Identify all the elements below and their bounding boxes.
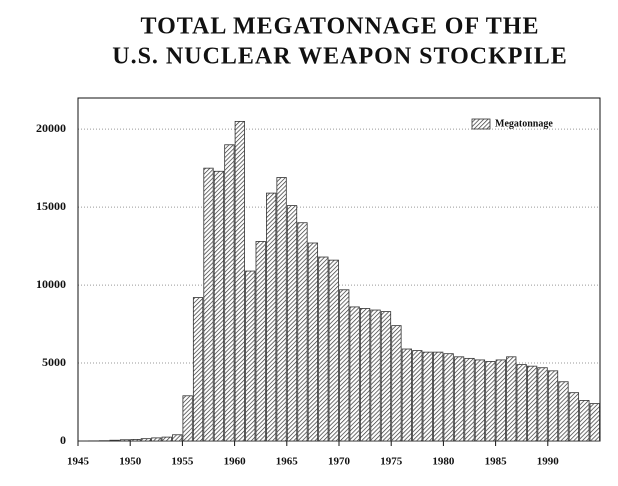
bar xyxy=(287,206,296,441)
bar xyxy=(266,193,275,441)
bar xyxy=(559,382,568,441)
bar xyxy=(141,439,150,441)
bar xyxy=(225,145,234,441)
bar xyxy=(235,121,244,441)
x-tick-label: 1955 xyxy=(171,456,194,468)
bar xyxy=(183,396,192,441)
bar xyxy=(319,257,328,441)
bar xyxy=(246,271,255,441)
bar xyxy=(360,308,369,441)
y-tick-label: 20000 xyxy=(36,121,66,135)
bar xyxy=(131,439,140,441)
bar xyxy=(256,241,265,441)
bar xyxy=(538,368,547,441)
bar xyxy=(204,168,213,441)
bar xyxy=(308,243,317,441)
bar xyxy=(423,352,432,441)
bar xyxy=(580,400,589,441)
chart-title: TOTAL MEGATONNAGE OF THE xyxy=(141,14,540,40)
bar xyxy=(298,223,307,441)
bar xyxy=(392,326,401,441)
x-tick-label: 1975 xyxy=(380,456,403,468)
y-tick-label: 10000 xyxy=(36,277,66,291)
bar xyxy=(172,435,181,441)
y-tick-label: 15000 xyxy=(36,199,66,213)
bar xyxy=(475,360,484,441)
bar xyxy=(402,349,411,441)
bar xyxy=(193,298,202,441)
chart-title: U.S. NUCLEAR WEAPON STOCKPILE xyxy=(112,44,568,70)
bar xyxy=(433,352,442,441)
x-tick-label: 1950 xyxy=(119,456,142,468)
bar xyxy=(527,366,536,441)
bar xyxy=(214,171,223,441)
y-tick-label: 0 xyxy=(60,433,66,447)
bar xyxy=(444,354,453,441)
bar xyxy=(329,260,338,441)
bar xyxy=(162,437,171,441)
bar xyxy=(120,440,129,441)
bar xyxy=(569,393,578,441)
legend-swatch xyxy=(472,119,490,129)
legend-label: Megatonnage xyxy=(495,118,553,129)
x-tick-label: 1945 xyxy=(67,456,90,468)
bar xyxy=(371,310,380,441)
bar xyxy=(548,371,557,441)
bar xyxy=(340,290,349,441)
bar xyxy=(496,360,505,441)
bar xyxy=(152,438,161,441)
bar xyxy=(350,307,359,441)
y-tick-label: 5000 xyxy=(42,355,66,369)
bar xyxy=(277,178,286,441)
x-tick-label: 1970 xyxy=(328,456,351,468)
bar xyxy=(517,365,526,441)
x-tick-label: 1960 xyxy=(224,456,247,468)
bar xyxy=(486,361,495,441)
x-tick-label: 1990 xyxy=(537,456,560,468)
bar xyxy=(465,358,474,441)
bar xyxy=(381,312,390,441)
x-tick-label: 1980 xyxy=(432,456,455,468)
x-tick-label: 1965 xyxy=(276,456,299,468)
x-tick-label: 1985 xyxy=(485,456,508,468)
bar xyxy=(413,351,422,441)
bar xyxy=(454,357,463,441)
bar xyxy=(590,404,599,441)
bar xyxy=(110,440,119,441)
bar xyxy=(507,357,516,441)
